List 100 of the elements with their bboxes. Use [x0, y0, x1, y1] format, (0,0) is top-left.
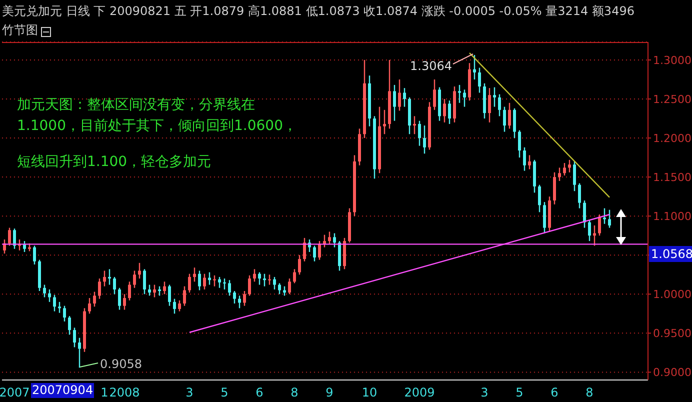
candlestick	[503, 106, 506, 132]
candlestick	[443, 98, 446, 123]
candlestick	[183, 286, 186, 306]
candlestick	[278, 282, 281, 295]
candlestick	[43, 284, 46, 298]
candlestick	[383, 109, 386, 135]
candlestick	[178, 300, 181, 312]
candlestick	[448, 100, 451, 125]
candlestick	[298, 254, 301, 276]
y-tick-label: 1.2500	[653, 92, 692, 106]
candlestick	[93, 291, 96, 308]
candlestick	[123, 294, 126, 310]
candlestick	[598, 214, 601, 236]
candlestick	[8, 227, 11, 246]
candlestick	[393, 84, 396, 122]
candlestick	[473, 54, 476, 80]
candlestick	[508, 102, 511, 130]
x-tick-label: 2007	[0, 386, 30, 400]
candlestick	[128, 281, 131, 301]
candlestick	[263, 273, 266, 287]
annotation: 加元天图：整体区间没有变，分界线在	[17, 96, 255, 114]
candlestick	[518, 130, 521, 158]
candlestick	[108, 268, 111, 286]
candlestick	[273, 276, 276, 290]
x-tick-label: 8	[586, 386, 594, 400]
x-tick-label: 6	[550, 386, 558, 400]
candlestick	[143, 268, 146, 295]
candlestick	[268, 274, 271, 286]
candlestick	[313, 245, 316, 262]
candlestick	[48, 288, 51, 303]
candlestick	[543, 201, 546, 234]
x-tick-label: 1	[100, 386, 108, 400]
y-tick-label: 1.1000	[653, 210, 692, 223]
candlestick	[563, 162, 566, 176]
candlestick	[78, 337, 81, 368]
candlestick	[288, 278, 291, 295]
candlestick	[63, 305, 66, 322]
candlestick	[148, 284, 151, 296]
candlestick	[168, 284, 171, 306]
candlestick	[608, 209, 611, 228]
candlestick	[513, 108, 516, 139]
annotation: 1.1000，目前处于其下，倾向回到1.0600，	[17, 117, 297, 135]
y-tick-label: 1.1500	[653, 170, 692, 184]
candlestick	[413, 116, 416, 135]
candlestick	[158, 286, 161, 296]
candlestick	[188, 273, 191, 294]
candlestick	[488, 87, 491, 123]
candlestick	[583, 200, 586, 228]
candlestick	[593, 224, 596, 246]
candlestick	[198, 270, 201, 291]
annotation: 短线回升到1.100，轻仓多加元	[17, 153, 212, 171]
candlestick	[433, 78, 436, 111]
candlestick	[318, 240, 321, 260]
candlestick	[493, 86, 496, 108]
candlestick	[498, 94, 501, 117]
candlestick	[293, 268, 296, 284]
y-tick-label: 1.3000	[653, 54, 692, 67]
candlestick	[13, 228, 16, 250]
candlestick	[153, 284, 156, 298]
candlestick	[603, 208, 606, 224]
x-tick-label: 3	[186, 386, 194, 400]
candlestick	[193, 266, 196, 282]
candlestick	[588, 219, 591, 242]
candlestick	[418, 120, 421, 146]
x-tick-label: 10	[362, 386, 378, 400]
candlestick	[258, 272, 261, 286]
x-tick-label: 3	[480, 386, 488, 400]
candlestick	[218, 276, 221, 288]
x-tick-label: 6	[256, 386, 264, 400]
candlestick	[423, 124, 426, 154]
y-tick-label: 0.9000	[653, 366, 692, 380]
candlestick	[403, 87, 406, 108]
candlestick	[538, 184, 541, 213]
annotation: 0.9058	[100, 357, 142, 372]
x-tick-label: 2008	[109, 386, 140, 400]
candlestick	[243, 290, 246, 306]
x-tick-label: 8	[290, 386, 298, 400]
candlestick	[68, 315, 71, 336]
x-tick-label: 5	[220, 386, 228, 400]
candlestick	[213, 274, 216, 287]
candlestick	[303, 237, 306, 262]
candlestick	[223, 278, 226, 290]
y-tick-label: 1.2000	[653, 132, 692, 145]
candlestick	[173, 298, 176, 314]
candlestick	[478, 67, 481, 94]
candlestick	[463, 89, 466, 108]
candlestick	[138, 262, 141, 280]
chart-title: 美元兑加元 日线 下 20090821 五 开1.0879 高1.0881 低1.0873 收1.0874 涨跌 -0.0005 -0.05% 量3214 额3496	[2, 3, 634, 20]
candlestick	[163, 281, 166, 295]
candlestick	[73, 327, 76, 348]
y-tick-label: 1.0000	[653, 288, 692, 302]
candlestick	[58, 301, 61, 314]
candlestick	[228, 279, 231, 296]
text: 1.0568	[649, 246, 692, 262]
y-tick-label: 0.9500	[653, 327, 692, 340]
text: 20070904	[31, 383, 94, 398]
candlestick	[328, 231, 331, 245]
candlestick	[88, 297, 91, 314]
candlestick	[103, 270, 106, 287]
candlestick	[578, 182, 581, 209]
